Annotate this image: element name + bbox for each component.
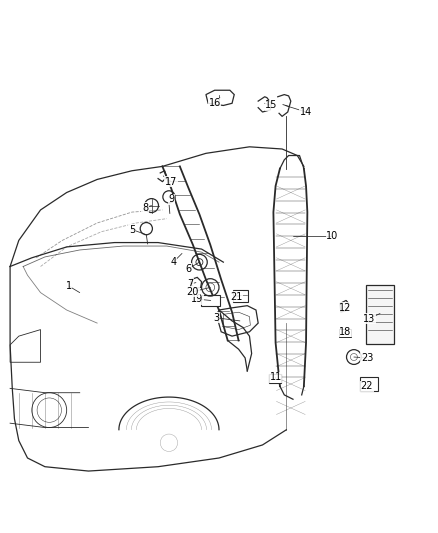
Text: 11: 11 [269, 373, 282, 383]
Text: 5: 5 [129, 224, 135, 235]
Text: 17: 17 [165, 176, 177, 187]
Text: 6: 6 [185, 264, 191, 273]
Text: 10: 10 [326, 231, 338, 241]
Text: 1: 1 [66, 281, 72, 291]
FancyBboxPatch shape [366, 285, 394, 344]
Text: 14: 14 [300, 107, 312, 117]
FancyBboxPatch shape [233, 289, 248, 302]
Text: 16: 16 [208, 98, 221, 108]
Text: 18: 18 [339, 327, 351, 337]
Text: 3: 3 [214, 313, 220, 323]
FancyBboxPatch shape [269, 374, 281, 383]
Text: 4: 4 [170, 257, 177, 267]
FancyBboxPatch shape [360, 377, 378, 391]
Text: 21: 21 [230, 292, 243, 302]
Text: 20: 20 [187, 287, 199, 297]
Text: 12: 12 [339, 303, 351, 313]
Text: 19: 19 [191, 294, 203, 304]
Text: 22: 22 [361, 381, 373, 391]
Text: 7: 7 [187, 279, 194, 289]
Text: 9: 9 [168, 194, 174, 204]
Text: 15: 15 [265, 100, 277, 110]
FancyBboxPatch shape [339, 329, 351, 337]
FancyBboxPatch shape [201, 295, 220, 306]
Text: 13: 13 [363, 314, 375, 324]
Text: 23: 23 [361, 353, 373, 363]
Text: 8: 8 [142, 203, 148, 213]
